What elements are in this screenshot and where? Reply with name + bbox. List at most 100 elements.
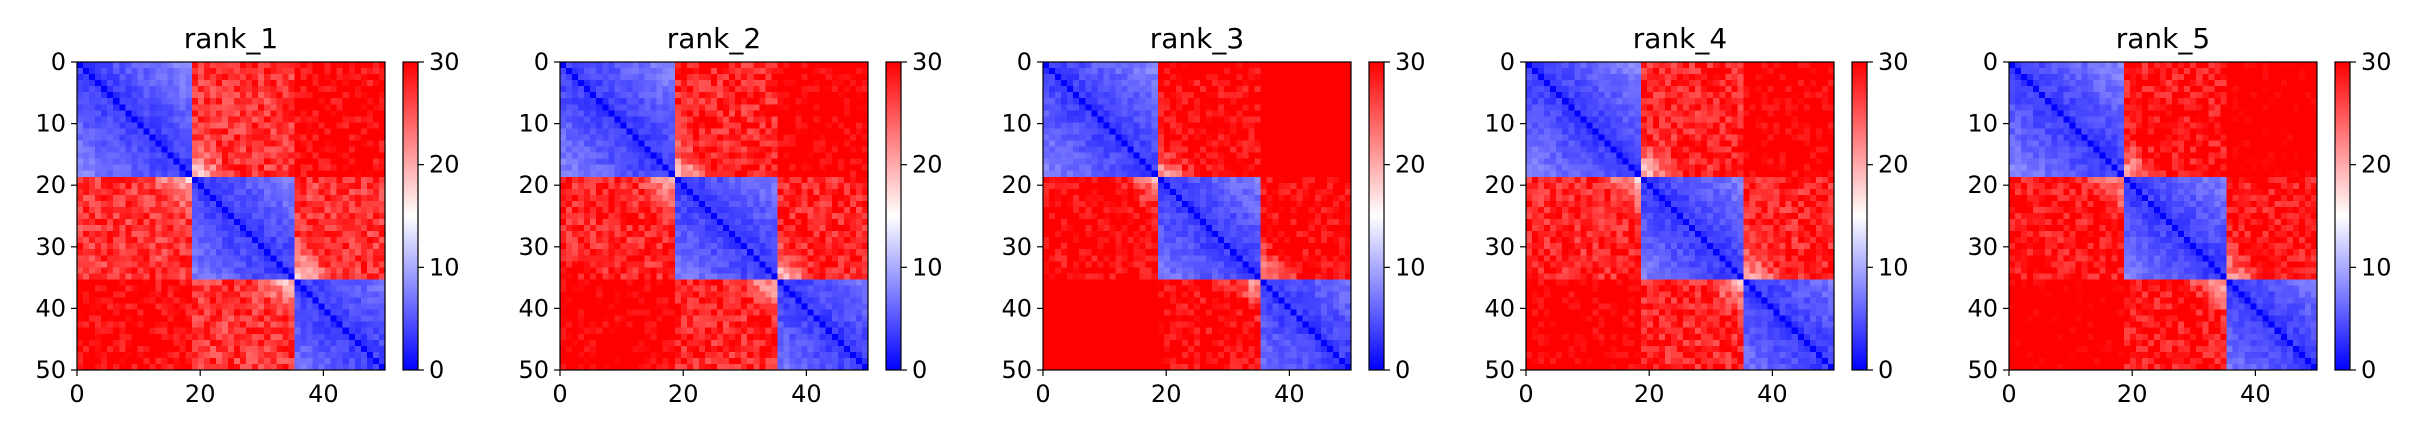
heatmap-cell — [107, 104, 114, 111]
heatmap-cell — [354, 92, 362, 99]
heatmap-cell — [620, 128, 627, 135]
heatmap-cell — [101, 315, 108, 323]
heatmap-cell — [125, 122, 132, 129]
heatmap-cell — [566, 212, 573, 220]
heatmap-cell — [306, 62, 313, 69]
heatmap-cell — [807, 285, 815, 292]
heatmap-cell — [366, 315, 374, 323]
heatmap-cell — [191, 176, 199, 184]
heatmap-cell — [843, 321, 851, 329]
heatmap-cell — [161, 194, 168, 202]
heatmap-cell — [650, 116, 658, 123]
heatmap-cell — [167, 321, 175, 329]
heatmap-cell — [143, 339, 150, 347]
heatmap-cell — [704, 194, 712, 202]
heatmap-cell — [578, 92, 585, 99]
heatmap-cell — [795, 303, 802, 311]
heatmap-cell — [318, 321, 326, 329]
heatmap-cell — [771, 321, 778, 329]
heatmap-cell — [191, 285, 199, 292]
heatmap-cell — [354, 225, 362, 232]
heatmap-cell — [258, 122, 265, 129]
heatmap-cell — [656, 303, 664, 311]
heatmap-cell — [258, 68, 265, 75]
heatmap-cell — [825, 122, 833, 129]
heatmap-cell — [686, 170, 694, 178]
heatmap-cell — [837, 321, 845, 329]
heatmap-cell — [342, 188, 350, 196]
heatmap-cell — [372, 321, 380, 329]
heatmap-cell — [710, 68, 718, 75]
heatmap-cell — [614, 110, 621, 117]
heatmap-cell — [590, 303, 597, 311]
heatmap-cell — [795, 249, 802, 256]
heatmap-cell — [179, 225, 187, 232]
heatmap-cell — [372, 170, 380, 178]
heatmap-cell — [723, 200, 730, 208]
heatmap-cell — [107, 237, 114, 244]
heatmap-cell — [698, 267, 706, 274]
heatmap-cell — [680, 321, 688, 329]
heatmap-cell — [710, 225, 718, 232]
heatmap-cell — [113, 170, 120, 178]
heatmap-cell — [650, 140, 658, 147]
heatmap-cell — [221, 164, 229, 172]
heatmap-cell — [717, 285, 724, 292]
heatmap-cell — [173, 255, 181, 262]
heatmap-cell — [348, 158, 356, 166]
heatmap-cell — [119, 219, 126, 226]
heatmap-cell — [77, 279, 84, 286]
heatmap-cell — [77, 225, 84, 232]
heatmap-cell — [620, 303, 627, 311]
heatmap-cell — [252, 291, 259, 298]
heatmap-cell — [723, 243, 730, 250]
heatmap-cell — [765, 116, 772, 123]
heatmap-cell — [173, 327, 181, 335]
heatmap-cell — [777, 291, 784, 298]
heatmap-cell — [300, 357, 307, 365]
heatmap-cell — [167, 188, 175, 196]
heatmap-cell — [668, 116, 676, 123]
heatmap-cell — [143, 74, 150, 81]
heatmap-cell — [686, 225, 694, 232]
heatmap-cell — [638, 86, 645, 93]
heatmap-cell — [680, 134, 688, 141]
heatmap-cell — [837, 176, 845, 184]
heatmap-cell — [777, 98, 784, 105]
heatmap-cell — [590, 291, 597, 298]
heatmap-cell — [336, 68, 344, 75]
heatmap-cell — [674, 261, 682, 268]
heatmap-cell — [179, 327, 187, 335]
heatmap-cell — [686, 285, 694, 292]
heatmap-cell — [282, 303, 289, 311]
heatmap-cell — [89, 200, 96, 208]
heatmap-cell — [294, 110, 301, 117]
heatmap-cell — [825, 261, 833, 268]
heatmap-cell — [717, 62, 724, 69]
heatmap-cell — [252, 321, 259, 329]
heatmap-cell — [771, 243, 778, 250]
heatmap-cell — [312, 140, 319, 147]
heatmap-cell — [777, 110, 784, 117]
heatmap-cell — [680, 158, 688, 166]
heatmap-cell — [614, 80, 621, 87]
heatmap-cell — [107, 315, 114, 323]
heatmap-cell — [215, 231, 223, 238]
heatmap-cell — [372, 225, 380, 232]
heatmap-cell — [759, 225, 766, 232]
heatmap-cell — [795, 62, 802, 69]
heatmap-cell — [843, 170, 851, 178]
heatmap-cell — [668, 309, 676, 317]
heatmap-cell — [765, 98, 772, 105]
heatmap-cell — [560, 110, 567, 117]
heatmap-cell — [674, 219, 682, 226]
heatmap-cell — [137, 309, 144, 317]
heatmap-cell — [348, 164, 356, 172]
heatmap-cell — [584, 146, 591, 153]
heatmap-cell — [837, 243, 845, 250]
heatmap-cell — [686, 333, 694, 341]
heatmap-cell — [336, 62, 344, 69]
heatmap-cell — [807, 321, 815, 329]
heatmap-cell — [119, 92, 126, 99]
heatmap-cell — [632, 243, 639, 250]
